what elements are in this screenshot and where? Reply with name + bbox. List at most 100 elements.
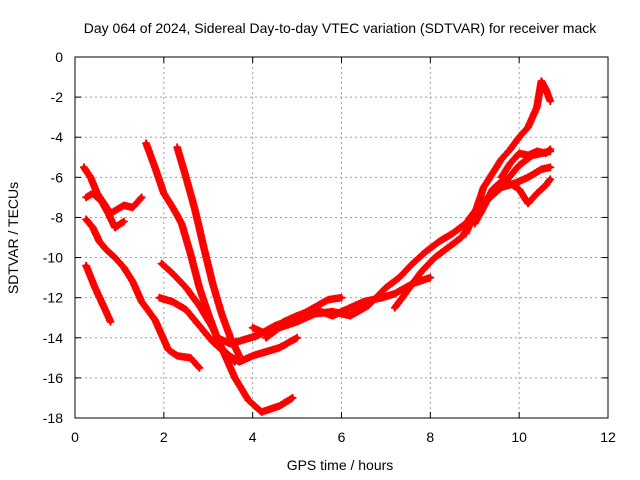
grid [75,57,608,418]
x-tick-label: 4 [249,429,257,445]
data-point [330,309,335,314]
data-point [312,311,317,316]
data-point [277,345,282,350]
data-point [106,211,111,216]
data-point [361,299,366,304]
y-tick-label: -14 [43,330,63,346]
data-point [490,187,495,192]
data-series [79,77,555,416]
x-axis-label: GPS time / hours [287,457,394,473]
data-point [517,163,522,168]
data-point [112,255,117,260]
data-point [104,309,109,314]
data-point [543,87,548,92]
data-point [255,333,260,338]
data-point [184,307,189,312]
data-point [112,225,117,230]
y-tick-label: -10 [43,250,63,266]
data-point [224,351,229,356]
data-point [81,165,86,170]
axis-ticks: 0 2 4 6 8 10 12 0 -2 -4 -6 -8 -10 -12 -14 -16 -18 [43,49,616,445]
data-point [179,221,184,226]
data-point [250,353,255,358]
data-point [508,161,513,166]
data-point [383,285,388,290]
data-point [197,303,202,308]
data-point [419,269,424,274]
data-point [517,187,522,192]
y-tick-label: -8 [51,209,64,225]
data-point [210,281,215,286]
data-point [517,151,522,156]
y-tick-label: -2 [51,89,64,105]
data-point [228,335,233,340]
data-point [170,299,175,304]
data-point [237,353,242,358]
data-point [197,285,202,290]
y-axis-label: SDTVAR / TECUs [5,182,21,294]
y-tick-label: -4 [51,129,64,145]
series-track-8 [155,293,302,366]
data-point [548,99,553,104]
data-point [392,305,397,310]
data-point [392,291,397,296]
series-track-13 [461,77,555,238]
data-point [472,221,477,226]
data-point [130,279,135,284]
data-point [175,353,180,358]
data-point [450,231,455,236]
data-point [197,323,202,328]
data-point [326,297,331,302]
series-track-3 [79,163,146,218]
data-point [184,285,189,290]
data-point [166,347,171,352]
series-track-14 [470,175,555,228]
data-point [237,359,242,364]
data-point [548,147,553,152]
data-point [295,319,300,324]
data-point [339,295,344,300]
data-point [446,245,451,250]
data-point [472,211,477,216]
series-track-12 [390,163,555,312]
series-track-2 [82,215,204,372]
x-tick-label: 8 [426,429,434,445]
data-point [197,365,202,370]
data-point [99,199,104,204]
series-track-6 [173,143,244,360]
data-point [115,207,120,212]
data-point [121,219,126,224]
data-point [548,177,553,182]
data-point [348,305,353,310]
data-point [348,313,353,318]
data-point [481,205,486,210]
data-point [159,261,164,266]
x-tick-label: 12 [600,429,616,445]
data-point [539,167,544,172]
data-point [210,325,215,330]
data-point [139,195,144,200]
data-point [219,311,224,316]
data-point [90,191,95,196]
data-point [188,355,193,360]
data-point [490,171,495,176]
data-point [526,175,531,180]
data-point [277,325,282,330]
y-tick-label: -12 [43,290,63,306]
data-point [84,217,89,222]
data-point [188,251,193,256]
chart-title: Day 064 of 2024, Sidereal Day-to-day VTE… [84,20,597,36]
series-markers [79,163,146,218]
y-tick-label: -6 [51,169,64,185]
data-point [88,175,93,180]
series-markers [142,139,297,416]
data-point [534,105,539,110]
data-point [84,195,89,200]
data-point [277,403,282,408]
data-point [463,231,468,236]
data-point [432,255,437,260]
data-point [543,183,548,188]
data-point [175,145,180,150]
data-point [130,205,135,210]
data-point [152,317,157,322]
